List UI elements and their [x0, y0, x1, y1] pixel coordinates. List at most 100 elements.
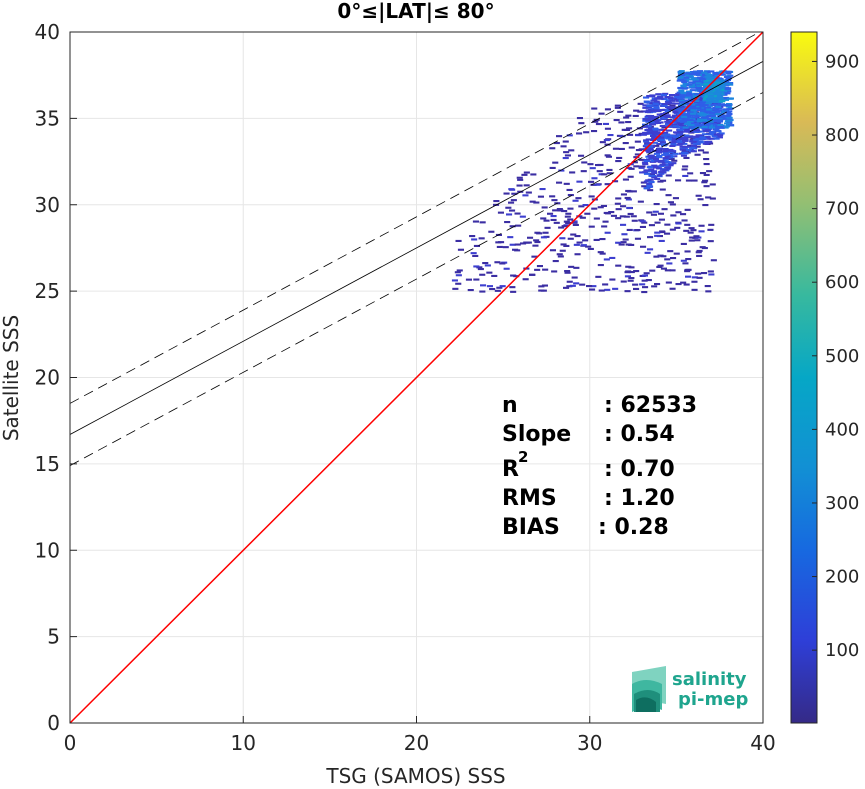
- density-cell: [612, 180, 619, 183]
- density-cell: [681, 139, 688, 142]
- density-cell: [544, 226, 551, 229]
- density-cell: [625, 121, 632, 124]
- density-cell: [484, 264, 491, 267]
- density-cell: [705, 196, 712, 199]
- density-cell: [659, 141, 666, 144]
- density-cell: [643, 272, 650, 275]
- density-cell: [719, 73, 726, 76]
- density-cell: [710, 123, 717, 126]
- density-cell: [598, 289, 605, 292]
- density-cell: [715, 135, 722, 138]
- density-cell: [549, 249, 556, 252]
- density-cell: [693, 129, 700, 132]
- density-cell: [558, 226, 565, 229]
- density-cell: [722, 96, 729, 99]
- density-cell: [661, 98, 668, 101]
- density-cell: [473, 265, 480, 268]
- density-cell: [685, 275, 692, 278]
- density-cell: [648, 181, 655, 184]
- density-cell: [657, 128, 664, 131]
- density-cell: [699, 114, 706, 117]
- density-cell: [646, 182, 653, 185]
- density-cell: [707, 94, 714, 97]
- density-cell: [649, 269, 656, 272]
- density-cell: [653, 115, 660, 118]
- density-cell: [606, 168, 613, 171]
- density-cell: [665, 106, 672, 109]
- density-cell: [653, 203, 660, 206]
- density-cell: [641, 274, 648, 277]
- density-cell: [707, 142, 714, 145]
- density-cell: [673, 136, 680, 139]
- density-cell: [567, 207, 574, 210]
- density-cell: [645, 109, 652, 112]
- density-cell: [718, 113, 725, 116]
- density-cell: [615, 217, 622, 220]
- density-cell: [653, 152, 660, 155]
- density-cell: [704, 114, 711, 117]
- density-cell: [536, 232, 543, 235]
- density-cell: [659, 231, 666, 234]
- density-cell: [703, 106, 710, 109]
- density-cell: [628, 146, 635, 149]
- density-cell: [669, 135, 676, 138]
- colorbar-tick-label: 800: [825, 125, 859, 146]
- density-cell: [680, 242, 687, 245]
- density-cell: [687, 172, 694, 175]
- density-cell: [589, 167, 596, 170]
- density-cell: [709, 183, 716, 186]
- density-cell: [604, 127, 611, 130]
- density-cell: [473, 278, 480, 281]
- density-cell: [720, 110, 727, 113]
- density-cell: [470, 252, 477, 255]
- density-cell: [692, 95, 699, 98]
- density-cell: [694, 145, 701, 148]
- density-cell: [562, 157, 569, 160]
- density-cell: [722, 104, 729, 107]
- density-cell: [677, 115, 684, 118]
- density-cell: [672, 111, 679, 114]
- density-cell: [482, 262, 489, 265]
- density-cell: [695, 236, 702, 239]
- density-cell: [664, 114, 671, 117]
- density-cell: [652, 101, 659, 104]
- density-cell: [671, 138, 678, 141]
- density-cell: [625, 198, 632, 201]
- density-cell: [684, 250, 691, 253]
- density-cell: [509, 243, 516, 246]
- density-cell: [646, 185, 653, 188]
- density-cell: [689, 138, 696, 141]
- density-cell: [693, 135, 700, 138]
- density-cell: [697, 138, 704, 141]
- density-cell: [661, 135, 668, 138]
- density-cell: [703, 173, 710, 176]
- density-cell: [668, 162, 675, 165]
- density-cell: [705, 290, 712, 293]
- density-cell: [504, 221, 511, 224]
- density-cell: [702, 142, 709, 145]
- density-cell: [617, 110, 624, 113]
- density-cell: [564, 215, 571, 218]
- density-cell: [698, 102, 705, 105]
- density-cell: [632, 283, 639, 286]
- density-cell: [692, 79, 699, 82]
- density-cell: [657, 180, 664, 183]
- density-cell: [604, 108, 611, 111]
- density-cell: [664, 258, 671, 261]
- density-cell: [663, 148, 670, 151]
- density-cell: [689, 146, 696, 149]
- density-cell: [714, 81, 721, 84]
- density-cell: [663, 152, 670, 155]
- density-cell: [697, 118, 704, 121]
- density-cell: [542, 268, 549, 271]
- density-cell: [571, 221, 578, 224]
- density-cell: [650, 121, 657, 124]
- density-cell: [520, 242, 527, 245]
- y-ticks: 0 5 10 15 20 25 30 35 40: [35, 20, 77, 735]
- density-cell: [644, 116, 651, 119]
- density-cell: [472, 254, 479, 257]
- density-cell: [707, 118, 714, 121]
- density-cell: [704, 141, 711, 144]
- density-cell: [683, 156, 690, 159]
- density-cell: [726, 116, 733, 119]
